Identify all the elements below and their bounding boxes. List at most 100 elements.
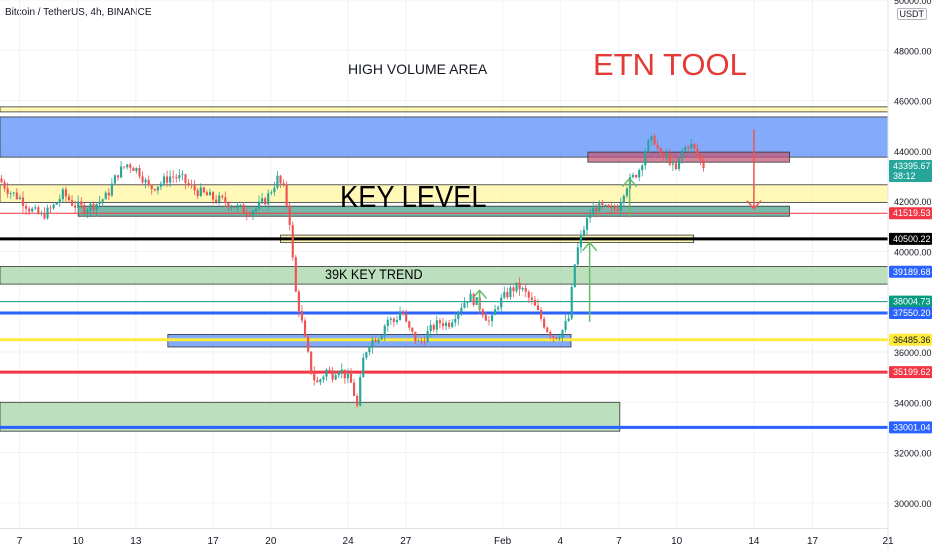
x-tick-label: 10 <box>671 536 683 547</box>
candle-body <box>349 373 353 383</box>
candle-body <box>113 175 117 184</box>
candle-body <box>374 339 377 343</box>
candle-body <box>613 207 616 210</box>
candle-body <box>408 321 411 328</box>
y-tick-label: 34000.00 <box>894 398 932 408</box>
candle-body <box>598 201 601 212</box>
candle-body <box>386 319 389 326</box>
candle-body <box>169 176 172 183</box>
candle-body <box>564 320 567 330</box>
up-arrow-1-head <box>471 289 488 299</box>
candle-body <box>589 214 592 219</box>
x-tick-label: 21 <box>882 536 894 547</box>
candle-body <box>444 322 448 327</box>
candle-body <box>211 192 215 200</box>
candle-body <box>454 319 457 323</box>
candle-body <box>178 174 181 179</box>
price-label-text: 38004.73 <box>893 297 931 307</box>
candle-body <box>684 147 687 151</box>
candle-body <box>417 340 420 342</box>
x-tick-label: 27 <box>400 536 412 547</box>
candle-body <box>230 207 233 209</box>
candle-body <box>448 322 451 327</box>
candle-body <box>190 184 193 186</box>
candle-body <box>248 214 251 216</box>
candle-body <box>196 190 199 196</box>
price-label-text: 33001.04 <box>893 422 931 432</box>
y-tick-label: 50000.00 <box>894 0 932 6</box>
x-tick-label: Feb <box>494 536 512 547</box>
candle-body <box>3 182 6 189</box>
candle-body <box>463 302 466 308</box>
candle-body <box>276 175 279 188</box>
candle-body <box>21 197 25 207</box>
candle-body <box>141 176 144 183</box>
candle-body <box>380 335 383 340</box>
candle-body <box>405 314 408 322</box>
candle-body <box>40 213 43 214</box>
candle-body <box>138 167 141 177</box>
candle-body <box>368 347 371 353</box>
candle-body <box>346 373 350 379</box>
candle-body <box>264 198 267 205</box>
candle-body <box>490 315 494 322</box>
candle-body <box>555 337 558 339</box>
candle-body <box>37 207 40 214</box>
candle-body <box>319 379 322 383</box>
x-tick-label: 4 <box>558 536 564 547</box>
y-tick-label: 46000.00 <box>894 97 932 107</box>
candle-body <box>570 287 573 319</box>
candle-body <box>80 201 83 205</box>
price-label-text: 36485.36 <box>893 335 931 345</box>
grid <box>0 0 889 528</box>
candle-body <box>435 320 438 330</box>
candle-body <box>267 193 270 205</box>
etn-pink-zone <box>587 151 790 163</box>
candle-body <box>530 297 533 300</box>
candle-body <box>193 185 196 191</box>
candle-body <box>31 208 34 212</box>
candle-body <box>699 155 702 160</box>
candle-body <box>536 305 540 310</box>
candle-body <box>426 331 429 343</box>
candle-body <box>622 195 625 204</box>
candle-body <box>46 207 49 219</box>
candle-body <box>451 322 454 327</box>
price-label-text: 39189.68 <box>893 267 931 277</box>
candle-body <box>129 164 132 168</box>
price-label-box <box>889 265 932 278</box>
candle-body <box>665 153 668 158</box>
candle-body <box>653 135 656 145</box>
candle-body <box>644 151 647 166</box>
horizontal-lines <box>0 212 888 429</box>
candle-body <box>460 307 463 313</box>
candle-body <box>300 311 304 321</box>
candle-body <box>101 199 104 202</box>
candle-body <box>18 197 21 199</box>
candle-body <box>595 208 598 212</box>
y-tick-label: 30000.00 <box>894 499 932 509</box>
candle-body <box>116 175 120 178</box>
candle-body <box>187 182 190 185</box>
candle-body <box>533 299 537 306</box>
x-tick-label: 13 <box>130 536 142 547</box>
candle-body <box>604 204 607 206</box>
price-label-box <box>889 160 932 183</box>
candle-body <box>199 187 202 196</box>
39k-green-zone <box>0 266 889 285</box>
candle-body <box>86 210 89 214</box>
x-tick-label: 17 <box>807 536 819 547</box>
currency-badge[interactable]: USDT <box>896 8 927 20</box>
candle-body <box>165 176 169 183</box>
y-tick-label: 44000.00 <box>894 147 932 157</box>
candle-body <box>573 264 576 288</box>
candle-body <box>251 211 254 216</box>
x-tick-label: 14 <box>748 536 760 547</box>
candle-body <box>484 315 487 321</box>
candle-body <box>659 148 662 154</box>
candle-body <box>28 208 31 212</box>
candle-body <box>579 234 582 248</box>
candle-body <box>83 204 86 214</box>
